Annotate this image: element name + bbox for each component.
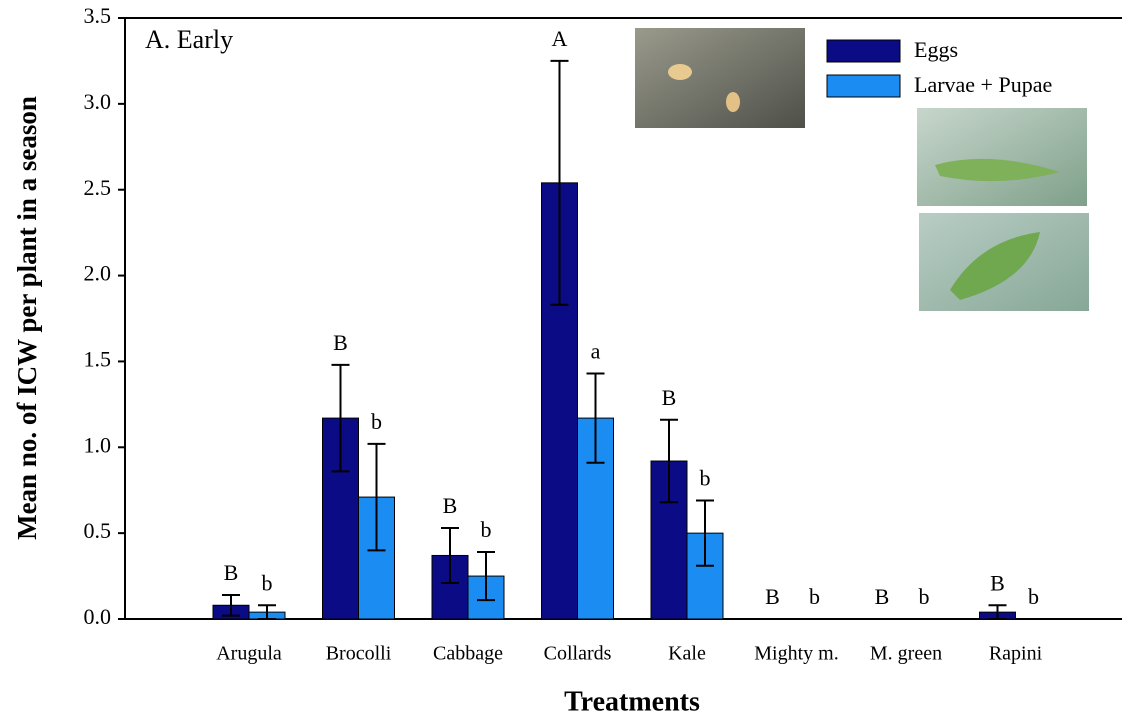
photo-eggs [635, 28, 805, 128]
x-tick-label: Brocolli [326, 643, 392, 665]
significance-label: b [700, 466, 711, 491]
significance-label: b [262, 570, 273, 595]
significance-label: B [765, 584, 780, 609]
y-tick-label: 0.5 [84, 518, 112, 543]
y-tick-label: 3.0 [84, 89, 112, 114]
legend-label: Larvae + Pupae [914, 72, 1052, 97]
x-tick-label: Collards [544, 643, 612, 665]
significance-label: B [224, 560, 239, 585]
chart-title: A. Early [145, 25, 233, 54]
significance-label: b [919, 584, 930, 609]
y-axis-label: Mean no. of ICW per plant in a season [12, 96, 42, 540]
significance-label: b [1028, 584, 1039, 609]
chart: A. Early Treatments Mean no. of ICW per … [0, 0, 1122, 721]
y-tick-label: 2.0 [84, 261, 112, 286]
legend-label: Eggs [914, 37, 958, 62]
significance-label: b [371, 409, 382, 434]
photo-larva [917, 108, 1087, 206]
y-tick-label: 3.5 [84, 3, 112, 28]
significance-label: B [333, 330, 348, 355]
significance-label: A [552, 26, 568, 51]
x-tick-label: Mighty m. [754, 643, 838, 665]
x-axis-label: Treatments [564, 686, 700, 717]
y-tick-label: 1.0 [84, 432, 112, 457]
x-tick-label: Kale [668, 643, 706, 665]
legend-swatch [827, 75, 900, 97]
y-tick-label: 1.5 [84, 346, 112, 371]
significance-label: a [591, 338, 601, 363]
significance-label: B [875, 584, 890, 609]
significance-label: B [443, 493, 458, 518]
x-tick-label: Cabbage [433, 643, 503, 665]
y-tick-label: 0.0 [84, 604, 112, 629]
x-tick-label: M. green [870, 643, 942, 665]
photo-pupa [919, 213, 1089, 311]
x-tick-label: Arugula [216, 643, 282, 665]
significance-label: b [481, 517, 492, 542]
legend-swatch [827, 40, 900, 62]
y-tick-label: 2.5 [84, 175, 112, 200]
significance-label: b [809, 584, 820, 609]
significance-label: B [662, 385, 677, 410]
x-tick-label: Rapini [989, 643, 1043, 665]
significance-label: B [990, 570, 1005, 595]
